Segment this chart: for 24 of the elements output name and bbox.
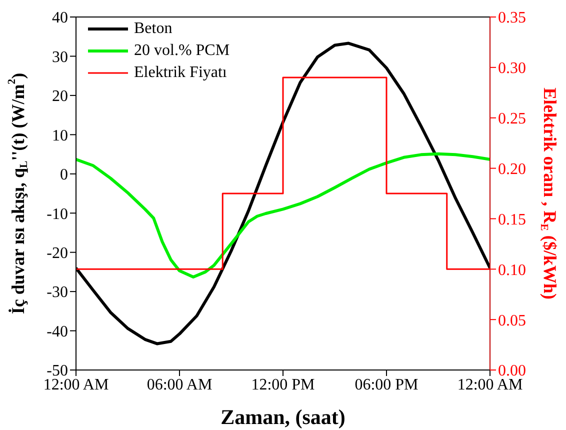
x-axis-title: Zaman, (saat) bbox=[220, 405, 346, 429]
y2-tick-label: 0.05 bbox=[498, 312, 526, 330]
y2-tick-label: 0.35 bbox=[498, 10, 526, 27]
y2-tick-label: 0.10 bbox=[498, 262, 526, 279]
legend-label: 20 vol.% PCM bbox=[134, 42, 230, 60]
y-tick-label: 10 bbox=[52, 127, 68, 144]
y-tick-label: -40 bbox=[46, 323, 68, 340]
y-tick-label: -20 bbox=[46, 245, 68, 262]
legend-label: Elektrik Fiyatı bbox=[134, 64, 227, 82]
y-tick-label: 30 bbox=[52, 48, 68, 66]
y-tick-label: 40 bbox=[52, 10, 68, 27]
y2-tick-label: 0.25 bbox=[498, 110, 526, 128]
y-tick-label: 20 bbox=[52, 88, 68, 106]
y-tick-label: 0 bbox=[60, 166, 68, 184]
line-series bbox=[76, 152, 490, 279]
y-tick-label: -30 bbox=[46, 284, 68, 302]
x-tick-label: 06:00 PM bbox=[354, 376, 418, 394]
x-tick-label: 06:00 AM bbox=[146, 376, 212, 394]
y2-tick-label: 0.20 bbox=[498, 160, 526, 178]
y-tick-label: -10 bbox=[46, 206, 68, 223]
y2-tick-label: 0.15 bbox=[498, 211, 526, 228]
legend-label: Beton bbox=[134, 20, 172, 38]
y2-tick-label: 0.30 bbox=[498, 60, 526, 78]
x-tick-label: 12:00 PM bbox=[251, 376, 315, 394]
